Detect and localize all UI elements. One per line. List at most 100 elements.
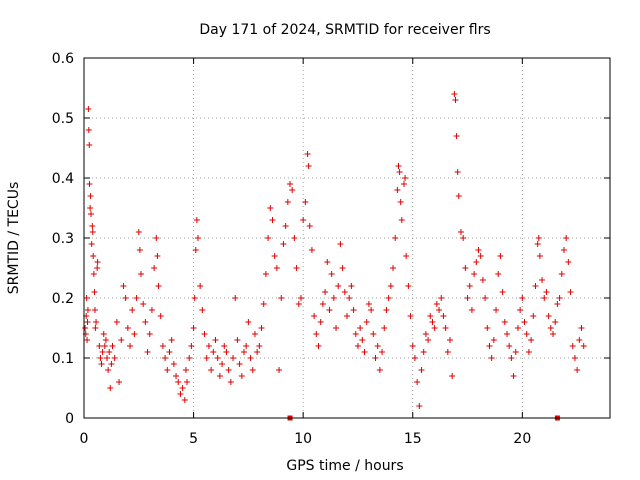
data-point: [324, 259, 331, 265]
data-point: [311, 313, 318, 319]
x-tick-label: 20: [513, 431, 531, 447]
data-point: [385, 295, 392, 301]
data-point: [84, 337, 91, 343]
data-point: [335, 283, 342, 289]
axes: [83, 57, 610, 419]
data-point: [201, 331, 208, 337]
data-point: [295, 301, 302, 307]
data-point: [397, 199, 404, 205]
data-point: [98, 361, 105, 367]
data-point: [425, 337, 432, 343]
data-point: [155, 283, 162, 289]
data-point: [392, 235, 399, 241]
data-point: [111, 355, 118, 361]
data-point: [191, 295, 198, 301]
data-point: [157, 313, 164, 319]
data-point: [535, 235, 542, 241]
data-point: [173, 373, 180, 379]
data-point: [289, 187, 296, 193]
data-point: [545, 313, 552, 319]
data-point: [453, 133, 460, 139]
data-point: [506, 343, 513, 349]
data-point: [93, 319, 100, 325]
data-point: [501, 319, 508, 325]
data-point: [236, 361, 243, 367]
data-point: [563, 235, 570, 241]
data-point: [94, 265, 101, 271]
data-point: [454, 169, 461, 175]
x-axis-label: GPS time / hours: [286, 458, 403, 474]
data-point: [374, 343, 381, 349]
data-point: [405, 283, 412, 289]
data-point: [521, 319, 528, 325]
data-point: [88, 241, 95, 247]
data-point: [86, 142, 93, 148]
data-point: [567, 289, 574, 295]
data-point: [133, 295, 140, 301]
data-point: [87, 205, 94, 211]
data-point: [416, 403, 423, 409]
data-point: [471, 271, 478, 277]
data-point: [556, 295, 563, 301]
data-point: [89, 229, 96, 235]
data-point: [170, 361, 177, 367]
data-point: [238, 373, 245, 379]
data-point: [212, 337, 219, 343]
data-point: [105, 367, 112, 373]
data-point: [376, 367, 383, 373]
data-point: [306, 223, 313, 229]
data-point: [278, 295, 285, 301]
data-point: [101, 343, 108, 349]
data-point: [153, 235, 160, 241]
y-tick-label: 0.4: [52, 171, 74, 187]
data-point: [99, 349, 106, 355]
data-point: [184, 379, 191, 385]
data-point: [227, 379, 234, 385]
data-point: [379, 349, 386, 355]
y-axis-label: SRMTID / TECUs: [6, 182, 22, 295]
data-point: [359, 337, 366, 343]
data-point: [503, 331, 510, 337]
data-point: [168, 337, 175, 343]
data-point: [525, 349, 532, 355]
y-tick-label: 0.1: [52, 351, 74, 367]
data-point: [466, 283, 473, 289]
data-point: [181, 397, 188, 403]
data-point: [363, 319, 370, 325]
data-point: [87, 193, 94, 199]
data-point: [543, 289, 550, 295]
tick-labels: 0 0.1 0.2 0.3 0.4 0.5 0.6 0 5 10 15 20: [52, 51, 532, 447]
data-point: [127, 343, 134, 349]
data-point: [188, 343, 195, 349]
data-point: [427, 313, 434, 319]
data-point: [137, 271, 144, 277]
data-point: [273, 265, 280, 271]
data-point: [282, 223, 289, 229]
data-point: [464, 295, 471, 301]
data-point: [135, 229, 142, 235]
data-point: [284, 199, 291, 205]
data-point: [536, 253, 543, 259]
data-point: [214, 355, 221, 361]
data-point: [350, 307, 357, 313]
data-point: [330, 295, 337, 301]
data-point: [451, 91, 458, 97]
data-point: [455, 193, 462, 199]
data-point: [280, 241, 287, 247]
data-point: [317, 319, 324, 325]
data-point: [381, 325, 388, 331]
data-point: [400, 181, 407, 187]
data-point: [131, 331, 138, 337]
data-point: [534, 241, 541, 247]
data-point: [302, 199, 309, 205]
data-point: [91, 307, 98, 313]
data-point: [495, 271, 502, 277]
data-point: [82, 325, 89, 331]
data-point: [208, 367, 215, 373]
data-point: [523, 331, 530, 337]
data-point: [308, 247, 315, 253]
data-point: [578, 325, 585, 331]
data-point: [276, 367, 283, 373]
y-tick-label: 0.6: [52, 51, 74, 67]
